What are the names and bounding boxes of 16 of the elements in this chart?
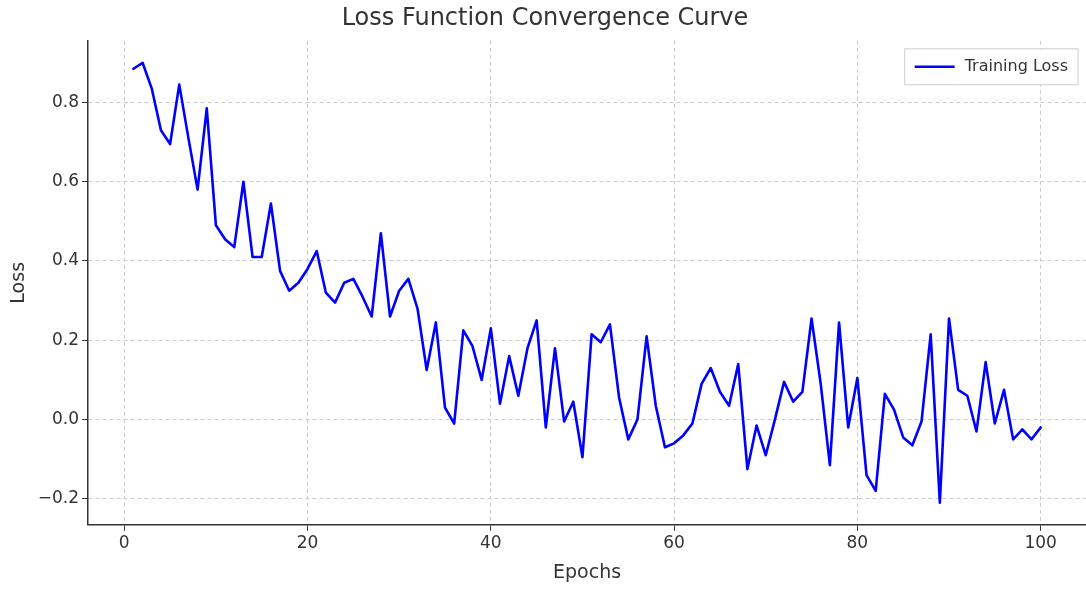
x-tick-label: 100 [1024,532,1057,553]
y-tick-label: 0.2 [52,328,80,349]
x-axis-title: Epochs [553,559,622,582]
y-tick-label: 0.8 [52,90,80,111]
x-tick-label: 60 [663,532,685,553]
y-axis-title: Loss [6,261,29,304]
y-tick-label: −0.2 [37,487,80,508]
x-tick-label: 20 [296,532,319,553]
x-tick-label: 40 [480,532,502,553]
y-tick-label: 0.6 [52,170,80,191]
legend-label: Training Loss [963,55,1068,75]
y-tick-label: 0.0 [52,407,80,428]
y-tick-label: 0.4 [52,249,80,270]
x-tick-label: 0 [118,532,130,553]
chart-title: Loss Function Convergence Curve [341,2,749,31]
x-tick-label: 80 [846,532,869,553]
